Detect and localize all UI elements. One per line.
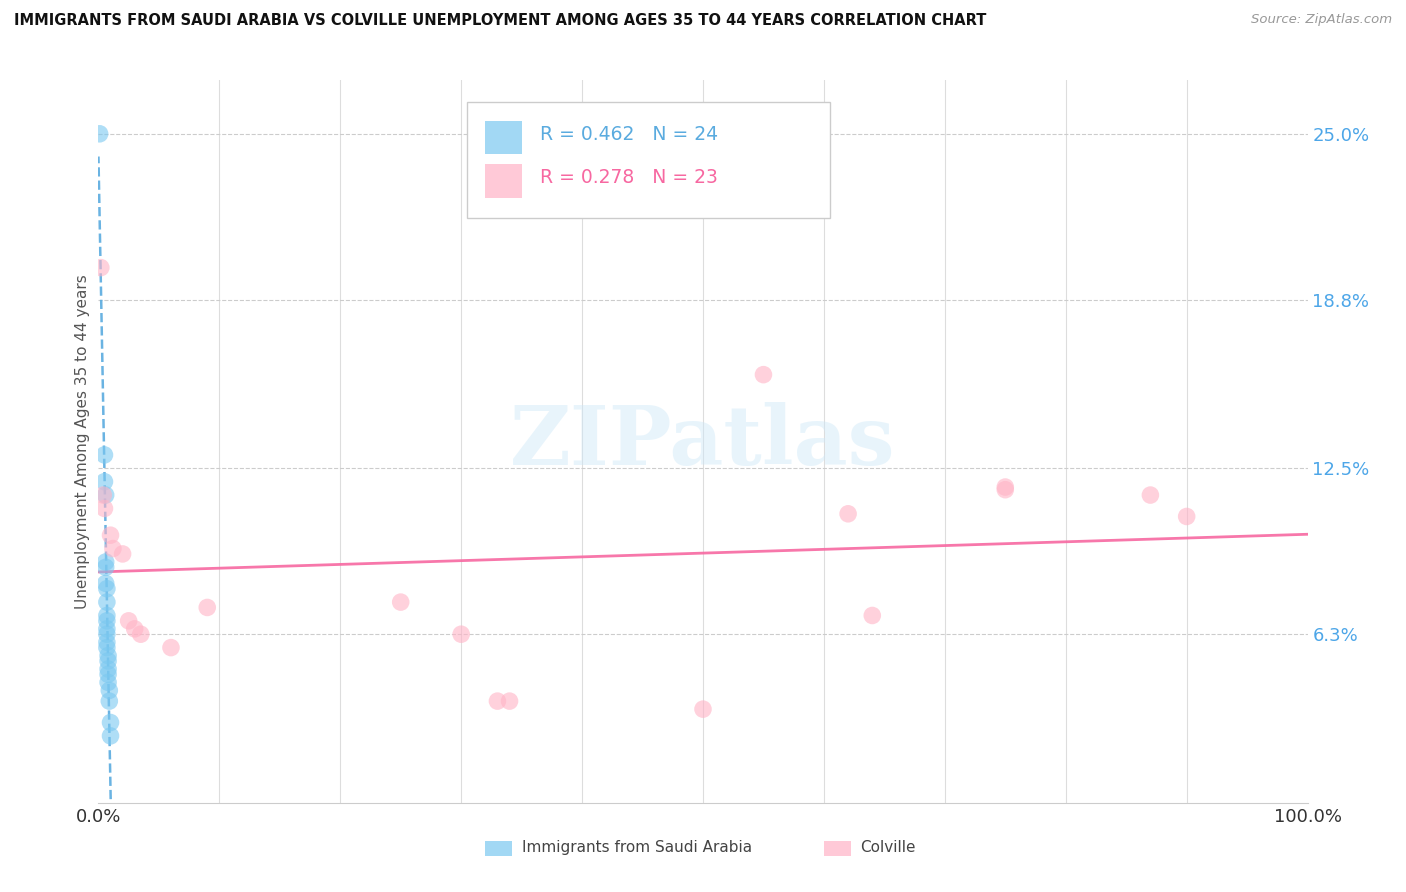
Point [100, 729, 122, 743]
Point [94, 488, 117, 502]
Point [498, 694, 520, 708]
Point [752, 368, 775, 382]
Point [96, 622, 118, 636]
Point [837, 507, 859, 521]
Text: ZIPatlas: ZIPatlas [510, 401, 896, 482]
Text: IMMIGRANTS FROM SAUDI ARABIA VS COLVILLE UNEMPLOYMENT AMONG AGES 35 TO 44 YEARS : IMMIGRANTS FROM SAUDI ARABIA VS COLVILLE… [14, 13, 987, 29]
Point [389, 595, 412, 609]
Point [1139, 488, 1161, 502]
Point [1175, 509, 1198, 524]
Text: Source: ZipAtlas.com: Source: ZipAtlas.com [1251, 13, 1392, 27]
Point [994, 480, 1017, 494]
Text: R = 0.462   N = 24: R = 0.462 N = 24 [540, 125, 718, 144]
Point [129, 627, 152, 641]
Point [96, 627, 118, 641]
Point [93, 501, 115, 516]
Point [98, 694, 121, 708]
Point [195, 600, 218, 615]
Point [98, 683, 121, 698]
Point [160, 640, 183, 655]
Point [93, 448, 115, 462]
Point [100, 715, 122, 730]
Point [89, 127, 111, 141]
Text: Colville: Colville [860, 840, 915, 855]
Point [124, 622, 146, 636]
Point [111, 547, 134, 561]
Point [96, 640, 118, 655]
Point [860, 608, 883, 623]
FancyBboxPatch shape [467, 102, 830, 218]
Point [96, 614, 118, 628]
Point [96, 595, 118, 609]
Point [994, 483, 1017, 497]
Point [101, 541, 124, 556]
FancyBboxPatch shape [485, 164, 522, 198]
Point [90, 260, 112, 275]
Point [96, 582, 118, 596]
Point [97, 662, 120, 676]
Point [94, 560, 117, 574]
FancyBboxPatch shape [485, 841, 512, 855]
FancyBboxPatch shape [485, 120, 522, 154]
Point [118, 614, 141, 628]
Point [96, 635, 118, 649]
Point [97, 654, 120, 668]
Point [97, 648, 120, 663]
Point [450, 627, 472, 641]
Point [100, 528, 122, 542]
Text: Immigrants from Saudi Arabia: Immigrants from Saudi Arabia [522, 840, 752, 855]
Point [93, 475, 115, 489]
Point [97, 675, 120, 690]
Point [692, 702, 714, 716]
Y-axis label: Unemployment Among Ages 35 to 44 years: Unemployment Among Ages 35 to 44 years [75, 274, 90, 609]
Point [97, 667, 120, 681]
Point [486, 694, 509, 708]
Point [94, 576, 117, 591]
Point [96, 608, 118, 623]
Point [91, 488, 114, 502]
FancyBboxPatch shape [824, 841, 851, 855]
Point [94, 555, 117, 569]
Text: R = 0.278   N = 23: R = 0.278 N = 23 [540, 169, 717, 187]
